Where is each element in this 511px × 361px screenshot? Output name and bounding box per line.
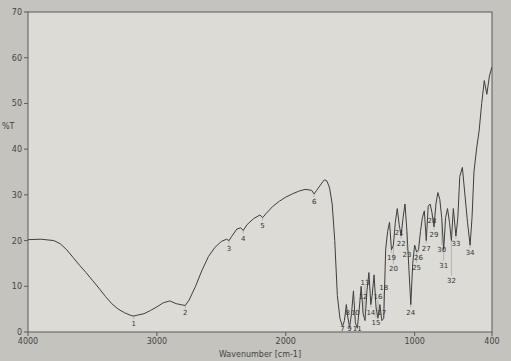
x-tick <box>28 332 29 336</box>
peak-leader <box>470 245 471 248</box>
x-tick-label: 1000 <box>404 337 424 346</box>
background <box>0 0 511 361</box>
y-tick-label: 50 <box>12 99 22 108</box>
peak-leader <box>185 305 186 308</box>
peak-leader <box>229 241 230 244</box>
peak-label: 25 <box>412 264 421 272</box>
y-tick <box>24 57 28 58</box>
peak-label: 17 <box>377 309 386 317</box>
x-tick <box>156 332 157 336</box>
peak-label: 24 <box>406 309 415 317</box>
peak-label: 1 <box>131 320 135 328</box>
peak-label: 34 <box>466 249 475 257</box>
peak-label: 15 <box>372 319 381 327</box>
data-group <box>28 67 492 328</box>
y-tick-label: 0 <box>17 328 22 337</box>
peak-leader <box>355 316 356 323</box>
y-tick-label: 10 <box>12 282 22 291</box>
axes: 0 10 20 30 40 50 60 70 4000 3000 2000 1000 400 <box>12 8 500 346</box>
x-tick <box>414 332 415 336</box>
peak-label: 16 <box>373 293 382 301</box>
x-axis-label: Wavenumber [cm-1] <box>219 350 301 359</box>
peak-label: 31 <box>439 262 448 270</box>
peak-label: 2 <box>183 309 187 317</box>
peak-label: 10 <box>351 309 360 317</box>
peak-leader <box>314 194 315 197</box>
x-tick-label: 4000 <box>18 337 38 346</box>
y-tick-label: 30 <box>12 191 22 200</box>
peak-label: 4 <box>241 235 246 243</box>
peak-label: 19 <box>387 254 396 262</box>
peak-label: 18 <box>379 284 388 292</box>
peak-leader <box>455 236 456 239</box>
peak-leader <box>391 250 392 253</box>
peak-leader <box>133 316 134 319</box>
peak-label: 5 <box>260 222 264 230</box>
peak-label: 14 <box>366 309 375 317</box>
peak-leader <box>363 300 364 314</box>
peak-leader <box>434 227 435 230</box>
x-tick <box>492 332 493 336</box>
y-tick <box>24 332 28 333</box>
peak-leader <box>418 250 419 253</box>
y-tick-label: 20 <box>12 237 22 246</box>
y-tick <box>24 12 28 13</box>
peak-label: 8 <box>345 309 349 317</box>
peak-leader <box>243 231 244 234</box>
peak-label: 22 <box>397 240 406 248</box>
peak-label: 11 <box>353 325 362 333</box>
peak-label: 26 <box>414 254 423 262</box>
x-tick-label: 2000 <box>276 337 296 346</box>
plot-frame <box>28 12 492 332</box>
y-tick <box>24 194 28 195</box>
peak-leader <box>426 241 427 244</box>
x-tick-label: 400 <box>484 337 499 346</box>
peak-label: 21 <box>395 229 404 237</box>
x-tick <box>285 332 286 336</box>
peak-label: 13 <box>361 279 370 287</box>
peak-leader <box>410 305 411 308</box>
leader-group <box>134 194 470 328</box>
peak-label: 23 <box>402 251 411 259</box>
peak-leader <box>262 218 263 221</box>
x-tick-label: 3000 <box>147 337 167 346</box>
y-tick-label: 40 <box>12 145 22 154</box>
peak-label: 7 <box>340 325 344 333</box>
spectrum-line <box>28 67 492 328</box>
peak-label: 28 <box>428 217 437 225</box>
peak-label: 12 <box>359 293 368 301</box>
peak-leader <box>370 305 371 308</box>
y-tick <box>24 103 28 104</box>
peak-leader <box>399 225 400 228</box>
chart: 0 10 20 30 40 50 60 70 4000 3000 2000 1000 400 Wavenu… <box>0 0 511 361</box>
peak-label: 29 <box>430 231 439 239</box>
y-tick-label: 70 <box>12 8 22 17</box>
peak-leader <box>441 218 442 245</box>
peak-label: 27 <box>422 245 431 253</box>
y-tick <box>24 149 28 150</box>
peak-label: 6 <box>312 198 317 206</box>
peak-leader <box>432 213 433 216</box>
peak-label: 30 <box>437 246 446 254</box>
y-tick-label: 60 <box>12 54 22 63</box>
peak-leader <box>406 231 407 250</box>
y-axis-label: %T <box>2 122 15 131</box>
y-tick <box>24 286 28 287</box>
peak-label: 3 <box>227 245 231 253</box>
peak-label: 32 <box>447 277 456 285</box>
peak-label: 9 <box>347 325 351 333</box>
peak-label: 20 <box>389 265 398 273</box>
peak-label: 33 <box>451 240 460 248</box>
y-tick <box>24 240 28 241</box>
annotations: 1234567891011121314151617181920212223242… <box>131 198 475 333</box>
